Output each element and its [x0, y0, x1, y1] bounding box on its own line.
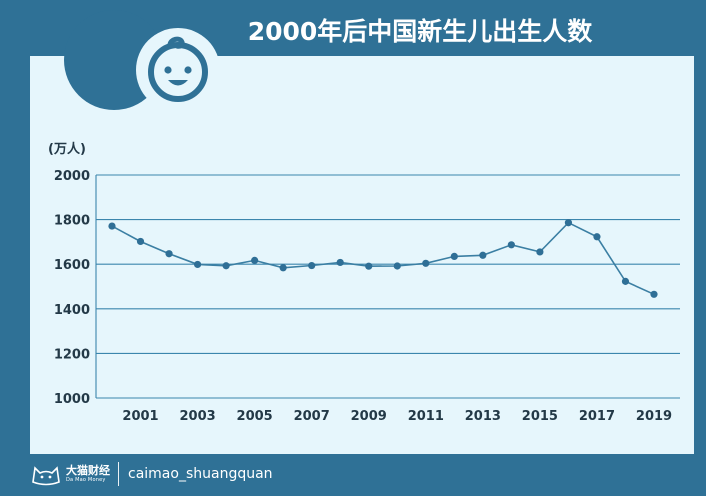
data-point-2007 [308, 261, 316, 270]
y-tick-label-1400: 1400 [54, 303, 90, 318]
data-point-2019 [650, 290, 658, 298]
baby-face-icon-glyph [148, 36, 208, 102]
data-point-2001 [136, 237, 145, 246]
y-tick-label-1800: 1800 [54, 214, 90, 229]
y-axis-label: (万人) [48, 141, 86, 157]
data-point-2010 [393, 262, 401, 270]
data-point-2013 [479, 251, 487, 259]
y-tick-label-1000: 1000 [54, 392, 90, 407]
y-tick-label-1600: 1600 [54, 258, 90, 273]
x-tick-label-2017: 2017 [579, 409, 615, 424]
footer-brand-cn: 大猫财经 [66, 464, 110, 477]
x-tick-label-2001: 2001 [122, 409, 158, 424]
data-point-2002 [165, 250, 173, 258]
cat-face-logo-icon [32, 466, 60, 486]
data-point-2008 [336, 258, 344, 267]
x-tick-label-2009: 2009 [351, 409, 387, 424]
footer-brand-en: Da Mao Money [66, 477, 106, 483]
data-point-2003 [193, 260, 202, 269]
data-point-2000 [108, 222, 116, 230]
x-tick-label-2005: 2005 [237, 409, 273, 424]
y-tick-label-2000: 2000 [54, 169, 90, 184]
data-point-2017 [593, 233, 601, 241]
footer-handle: caimao_shuangquan [128, 466, 273, 482]
footer: 大猫财经 Da Mao Money caimao_shuangquan [30, 458, 430, 490]
data-point-2015 [536, 248, 544, 256]
emblem-ring [136, 28, 220, 112]
footer-divider [118, 462, 119, 486]
data-point-2016 [564, 219, 573, 227]
series-line-0 [111, 221, 655, 296]
data-point-2005 [251, 256, 259, 265]
x-tick-label-2011: 2011 [408, 409, 444, 424]
x-tick-label-2013: 2013 [465, 409, 501, 424]
x-tick-label-2007: 2007 [294, 409, 330, 424]
footer-brand: 大猫财经 Da Mao Money [66, 465, 110, 483]
x-tick-label-2003: 2003 [179, 409, 215, 424]
data-point-2012 [450, 252, 458, 260]
data-point-2014 [507, 241, 515, 249]
chart-panel: (万人) 1000 1200 1400 1600 1800 2000 2001 2003 2005… [30, 56, 694, 454]
data-point-2004 [222, 262, 230, 270]
x-tick-label-2015: 2015 [522, 409, 558, 424]
chart-title: 2000年后中国新生儿出生人数 [247, 17, 593, 46]
data-point-2018 [621, 277, 630, 285]
x-tick-label-2019: 2019 [636, 409, 672, 424]
data-point-2006 [279, 264, 287, 272]
data-point-2011 [422, 259, 430, 267]
baby-face-icon [64, 10, 220, 112]
line-chart: (万人) 1000 1200 1400 1600 1800 2000 2001 2003 2005… [48, 141, 680, 424]
data-point-2009 [365, 262, 373, 270]
y-tick-label-1200: 1200 [54, 347, 90, 362]
